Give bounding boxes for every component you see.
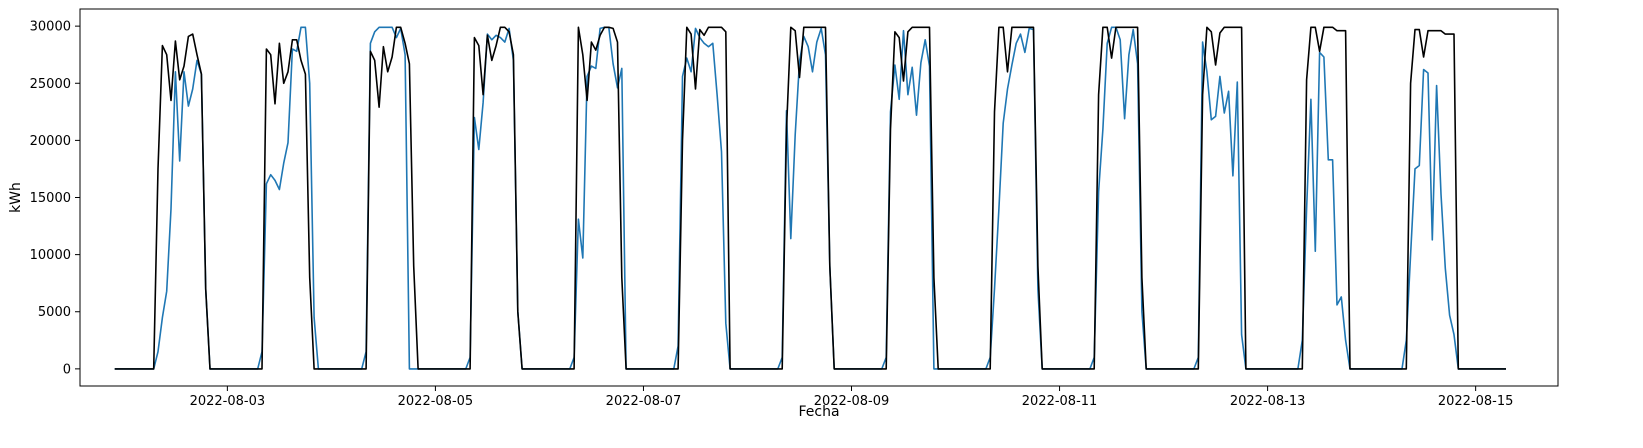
y-tick-label: 25000 [30,77,71,92]
y-tick-label: 15000 [30,191,71,206]
y-tick-label: 10000 [30,248,71,263]
x-tick-label: 2022-08-07 [606,394,682,409]
y-tick-label: 20000 [30,134,71,149]
x-axis-ticks: 2022-08-03 2022-08-05 2022-08-07 2022-08-09… [190,386,1514,409]
x-tick-label: 2022-08-03 [190,394,266,409]
x-tick-label: 2022-08-05 [398,394,474,409]
y-tick-label: 5000 [38,305,71,320]
y-axis-label: kWh [8,182,24,213]
x-axis-label: Fecha [798,404,839,420]
y-axis-ticks: 0 5000 10000 15000 20000 25000 30000 [30,20,80,377]
x-tick-label: 2022-08-11 [1022,394,1098,409]
series-line-black [114,26,1506,370]
y-tick-label: 30000 [30,20,71,35]
y-tick-label: 0 [63,362,71,377]
x-tick-label: 2022-08-09 [814,394,890,409]
series-lines [114,26,1506,370]
x-tick-label: 2022-08-15 [1438,394,1514,409]
x-tick-label: 2022-08-13 [1230,394,1306,409]
